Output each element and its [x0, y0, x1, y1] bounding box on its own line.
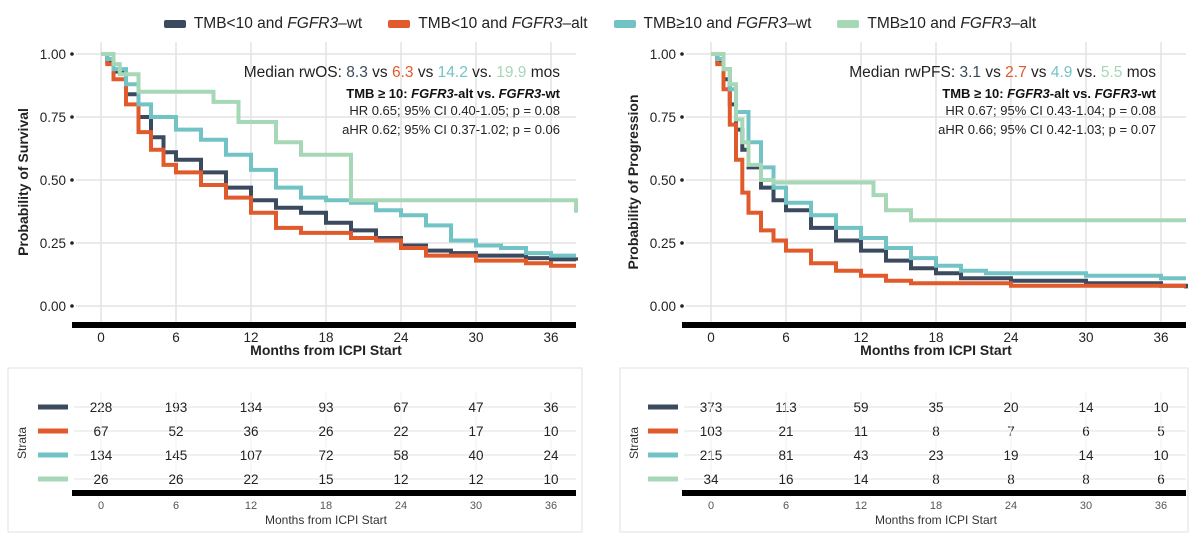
legend-label: TMB<10 and FGFR3–wt	[193, 15, 363, 32]
progression-plot: 0 6 12 18 24 30 36 Months from ICPI Start 0.00 0.…	[625, 42, 1188, 358]
hr-annotation: HR 0.65; 95% CI 0.40-1.05; p = 0.08	[349, 103, 560, 118]
y-axis-label: Probability of Survival	[15, 108, 31, 256]
x-axis-label: Months from ICPI Start	[860, 342, 1012, 358]
x-tick-label: 18	[928, 330, 943, 345]
x-axis-bar	[682, 322, 1186, 328]
x-axis-bar	[72, 322, 576, 328]
risk-x-tick: 36	[1155, 500, 1167, 512]
median-annotation: Median rwPFS: 3.1 vs 2.7 vs 4.9 vs. 5.5 …	[849, 64, 1156, 81]
legend-label: TMB<10 and FGFR3–alt	[418, 15, 588, 32]
x-tick-label: 24	[393, 330, 409, 345]
risk-x-tick: 24	[1005, 500, 1017, 512]
x-tick-label: 0	[97, 330, 105, 345]
hr-annotation: HR 0.67; 95% CI 0.43-1.04; p = 0.08	[945, 103, 1156, 118]
x-tick-label: 36	[1153, 330, 1168, 345]
y-tick-mark	[70, 115, 74, 119]
y-tick-mark	[70, 52, 74, 56]
risk-y-label: Strata	[15, 427, 29, 459]
risk-y-label: Strata	[627, 427, 641, 459]
legend: TMB<10 and FGFR3–wt TMB<10 and FGFR3–alt T…	[0, 10, 1200, 38]
legend-swatch	[163, 20, 186, 28]
x-tick-label: 36	[543, 330, 558, 345]
y-tick-label: 0.75	[650, 110, 676, 125]
legend-label: TMB≥10 and FGFR3–alt	[867, 15, 1037, 32]
legend-item: TMB<10 and FGFR3–wt	[163, 15, 363, 33]
risk-x-tick: 0	[708, 500, 714, 512]
legend-item: TMB≥10 and FGFR3–wt	[613, 15, 812, 33]
y-tick-label: 0.25	[40, 236, 66, 251]
ahr-annotation: aHR 0.62; 95% CI 0.37-1.02; p = 0.06	[342, 122, 560, 137]
risk-axis-bar	[682, 490, 1186, 496]
y-tick-mark	[680, 304, 684, 308]
x-tick-label: 30	[1078, 330, 1093, 345]
legend-item: TMB≥10 and FGFR3–alt	[837, 15, 1036, 33]
y-tick-mark	[680, 241, 684, 245]
x-tick-label: 30	[468, 330, 483, 345]
y-tick-mark	[680, 178, 684, 182]
x-tick-label: 0	[707, 330, 715, 345]
risk-x-tick: 12	[245, 500, 257, 512]
km-curve	[711, 52, 1186, 223]
y-tick-mark	[70, 304, 74, 308]
y-tick-label: 1.00	[650, 47, 676, 62]
comparison-label: TMB ≥ 10: FGFR3-alt vs. FGFR3-wt	[346, 86, 560, 101]
survival-plot: 0 6 12 18 24 30 36 Months from ICPI Start 0.00 0.…	[15, 42, 578, 358]
legend-item: TMB<10 and FGFR3–alt	[388, 15, 588, 33]
y-tick-label: 0.00	[40, 299, 66, 314]
risk-table-frame	[7, 367, 583, 533]
risk-x-tick: 6	[783, 500, 789, 512]
x-tick-label: 18	[318, 330, 333, 345]
y-tick-mark	[70, 241, 74, 245]
risk-x-tick: 36	[545, 500, 557, 512]
risk-x-tick: 30	[1080, 500, 1092, 512]
risk-x-tick: 18	[320, 500, 332, 512]
comparison-label: TMB ≥ 10: FGFR3-alt vs. FGFR3-wt	[942, 86, 1156, 101]
median-annotation: Median rwOS: 8.3 vs 6.3 vs 14.2 vs. 19.9…	[244, 64, 560, 81]
legend-swatch	[837, 20, 860, 28]
y-tick-mark	[70, 178, 74, 182]
legend-swatch	[613, 20, 636, 28]
risk-table-progression: 3731135935201410103211187652158143231914…	[619, 367, 1189, 533]
risk-axis-bar	[72, 490, 576, 496]
risk-table-frame	[619, 367, 1189, 533]
ahr-annotation: aHR 0.66; 95% CI 0.42-1.03; p = 0.07	[938, 122, 1156, 137]
x-tick-label: 12	[853, 330, 868, 345]
risk-x-tick: 18	[930, 500, 942, 512]
km-curve	[711, 52, 1186, 288]
x-tick-label: 6	[782, 330, 790, 345]
x-tick-label: 24	[1003, 330, 1019, 345]
x-axis-label: Months from ICPI Start	[250, 342, 402, 358]
y-tick-label: 0.25	[650, 236, 676, 251]
km-curve	[711, 52, 1186, 281]
km-curve	[711, 52, 1188, 289]
risk-x-tick: 12	[855, 500, 867, 512]
y-tick-label: 1.00	[40, 47, 66, 62]
risk-x-label: Months from ICPI Start	[265, 513, 388, 527]
risk-x-tick: 24	[395, 500, 407, 512]
legend-swatch	[388, 20, 411, 28]
risk-x-label: Months from ICPI Start	[875, 513, 998, 527]
risk-x-tick: 6	[173, 500, 179, 512]
y-tick-label: 0.75	[40, 110, 66, 125]
y-axis-label: Probability of Progression	[625, 94, 641, 269]
x-tick-label: 6	[172, 330, 180, 345]
km-curve	[101, 52, 578, 213]
y-tick-mark	[680, 115, 684, 119]
legend-label: TMB≥10 and FGFR3–wt	[643, 15, 812, 32]
x-tick-label: 12	[243, 330, 258, 345]
y-tick-mark	[680, 52, 684, 56]
y-tick-label: 0.00	[650, 299, 676, 314]
risk-x-tick: 30	[470, 500, 482, 512]
y-tick-label: 0.50	[40, 173, 66, 188]
y-tick-label: 0.50	[650, 173, 676, 188]
risk-x-tick: 0	[98, 500, 104, 512]
